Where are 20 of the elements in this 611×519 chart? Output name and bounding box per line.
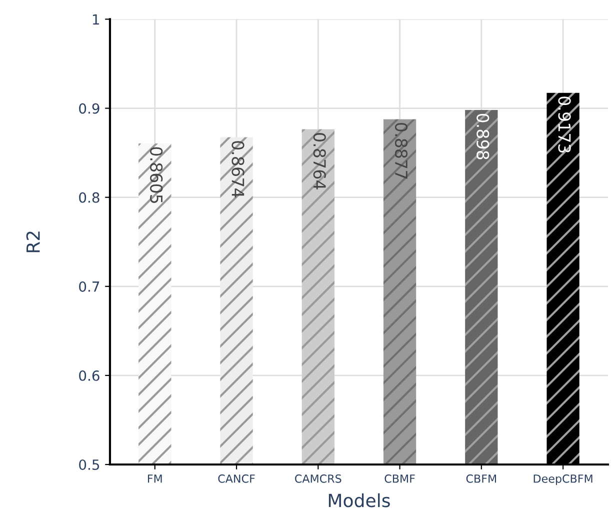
data-label: 0.898 (476, 114, 490, 160)
data-label: 0.8877 (394, 122, 408, 179)
y-tick-label: 0.8 (79, 192, 100, 203)
x-tick-label: CAMCRS (295, 474, 342, 483)
data-label: 0.8605 (150, 147, 163, 203)
y-tick-label: 0.5 (79, 459, 100, 470)
x-tick-label: CBFM (466, 474, 496, 483)
x-tick-label: DeepCBFM (534, 474, 592, 485)
x-tick-label: CBMF (384, 474, 415, 483)
y-tick-label: 1 (92, 14, 99, 24)
x-axis-title: Models (328, 493, 390, 508)
y-axis-title: R2 (26, 232, 40, 252)
y-tick-label: 0.7 (79, 281, 100, 292)
y-tick-label: 0.6 (79, 370, 100, 381)
x-tick-label: FM (148, 474, 162, 483)
data-label: 0.9173 (558, 96, 571, 153)
y-tick-label: 0.9 (79, 103, 100, 114)
x-tick-label: CANCF (218, 474, 255, 483)
data-label: 0.8764 (313, 133, 326, 190)
data-label: 0.8674 (232, 141, 244, 198)
